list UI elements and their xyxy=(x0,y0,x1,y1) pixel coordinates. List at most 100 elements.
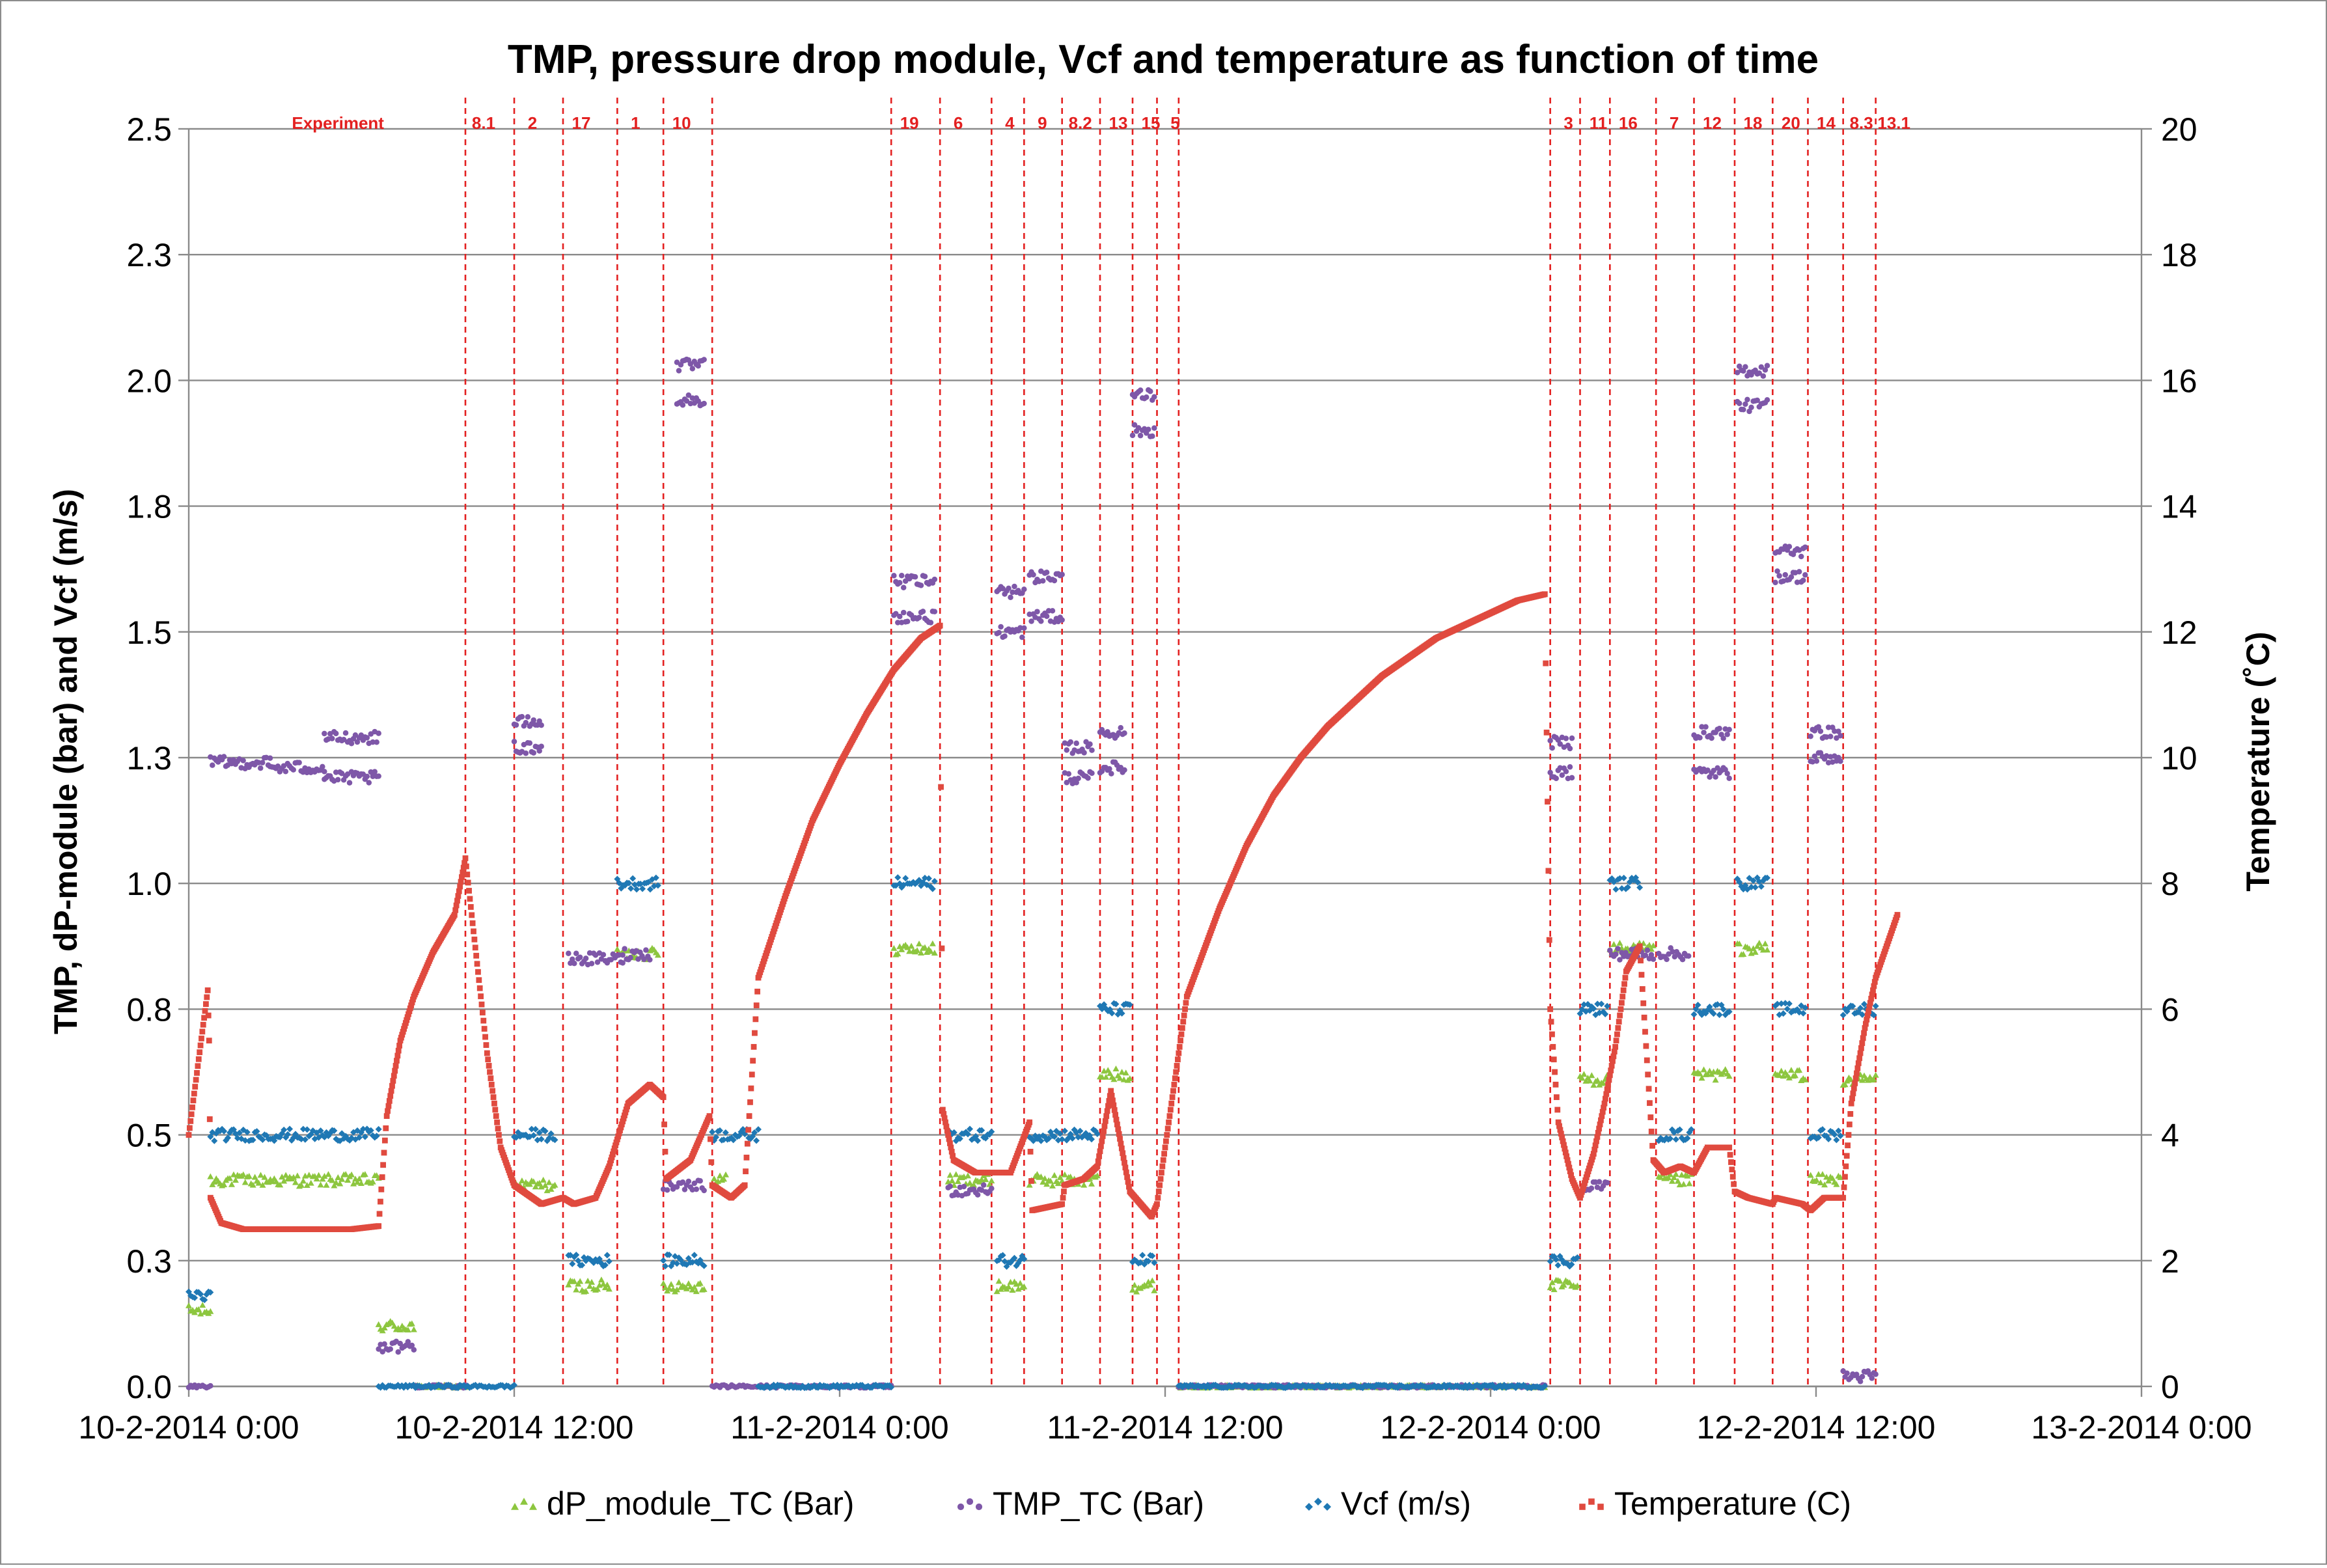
vcf-point xyxy=(1872,1002,1879,1010)
chart-title: TMP, pressure drop module, Vcf and tempe… xyxy=(508,37,1819,82)
dp-point xyxy=(1712,1077,1719,1083)
dp-point xyxy=(1761,940,1769,946)
temp-point xyxy=(1841,1184,1847,1190)
tmp-point xyxy=(1006,585,1012,592)
dp-point xyxy=(1859,1077,1866,1083)
tmp-point xyxy=(1118,724,1123,731)
vcf-point xyxy=(633,886,640,893)
tmp-point xyxy=(676,368,682,374)
dp-point xyxy=(1094,1172,1101,1179)
dp-point xyxy=(317,1181,324,1188)
tmp-point xyxy=(240,758,246,763)
vcf-point xyxy=(1672,1136,1679,1143)
tmp-point xyxy=(1724,771,1730,777)
tmp-point xyxy=(643,947,649,953)
temp-point xyxy=(937,622,943,629)
dp-point xyxy=(1041,1175,1049,1181)
temp-point xyxy=(617,1127,623,1134)
series-vcf xyxy=(186,874,1879,1392)
dp-point xyxy=(675,1279,682,1286)
dp-point xyxy=(668,1281,675,1287)
experiment-marker-label: 9 xyxy=(1038,113,1047,133)
vcf-point xyxy=(1590,1005,1597,1012)
y-left-tick-label: 0.5 xyxy=(126,1118,172,1154)
temp-point xyxy=(1159,1170,1164,1176)
temp-point xyxy=(385,1103,392,1109)
dp-point xyxy=(1120,1076,1127,1082)
dp-point xyxy=(1017,1280,1024,1286)
vcf-point xyxy=(691,1252,698,1259)
temp-point xyxy=(381,1137,388,1144)
temp-point xyxy=(379,1174,385,1180)
temp-point xyxy=(1566,1164,1573,1171)
vcf-point xyxy=(720,1136,727,1144)
dp-point xyxy=(954,1177,961,1184)
temp-point xyxy=(1560,1138,1566,1144)
tmp-point xyxy=(1021,586,1027,592)
temp-point xyxy=(1871,979,1878,985)
dp-point xyxy=(1670,1174,1677,1181)
temp-point xyxy=(378,1186,385,1192)
experiment-marker-label: 6 xyxy=(954,113,963,133)
dp-point xyxy=(1796,1067,1803,1073)
temp-point xyxy=(1866,1008,1871,1015)
vcf-point xyxy=(1819,1126,1826,1133)
dp-point xyxy=(277,1181,284,1188)
tmp-point xyxy=(1553,775,1560,782)
temp-point xyxy=(1549,1031,1555,1038)
vcf-point xyxy=(1149,1252,1156,1259)
vcf-point xyxy=(1077,1127,1084,1135)
vcf-point xyxy=(639,885,646,892)
tmp-point xyxy=(893,611,899,617)
temp-point xyxy=(1871,983,1877,989)
tmp-point xyxy=(1772,579,1778,586)
tmp-point xyxy=(989,1185,995,1192)
temp-point xyxy=(397,1038,404,1044)
dp-point xyxy=(1009,1287,1016,1293)
temp-point xyxy=(1582,1177,1589,1183)
dp-point xyxy=(1722,1066,1729,1073)
series-layer xyxy=(186,356,1901,1392)
temp-point xyxy=(743,1154,750,1161)
tmp-point xyxy=(1800,577,1806,583)
temp-point xyxy=(1589,1157,1595,1162)
temp-point xyxy=(1599,1108,1606,1115)
temp-point xyxy=(1061,1189,1067,1194)
dp-point xyxy=(691,1284,698,1290)
dp-point xyxy=(1657,1174,1664,1180)
temp-point xyxy=(1120,1155,1127,1161)
temp-point xyxy=(487,1069,493,1075)
tmp-point xyxy=(1151,425,1157,431)
temp-point xyxy=(1639,986,1645,992)
tmp-point xyxy=(1709,735,1714,741)
vcf-point xyxy=(1323,1503,1331,1511)
dp-point xyxy=(1696,1070,1703,1077)
temp-point xyxy=(462,855,469,861)
temp-point xyxy=(466,888,472,894)
temp-point xyxy=(1180,1019,1187,1025)
legend-item-vcf: Vcf (m/s) xyxy=(1305,1485,1471,1522)
tmp-point xyxy=(897,613,903,620)
vcf-point xyxy=(375,1125,382,1133)
temp-point xyxy=(1126,1183,1132,1190)
temp-point xyxy=(406,1008,413,1015)
temp-point xyxy=(1870,987,1876,993)
temp-point xyxy=(1546,937,1552,943)
temp-point xyxy=(1857,1050,1864,1056)
dp-point xyxy=(995,1278,1002,1284)
temp-point xyxy=(609,1151,616,1157)
temp-point xyxy=(1845,1142,1851,1149)
vcf-point xyxy=(1752,884,1759,891)
dp-point xyxy=(241,1179,249,1185)
temp-point xyxy=(1618,1000,1625,1006)
temp-point xyxy=(465,879,471,886)
tmp-point xyxy=(1748,404,1754,411)
vcf-point xyxy=(249,1136,256,1144)
temp-point xyxy=(1866,1004,1873,1010)
vcf-point xyxy=(1861,1000,1868,1008)
dp-point xyxy=(331,1182,338,1189)
temp-point xyxy=(469,912,475,918)
dp-point xyxy=(186,1302,192,1308)
dp-point xyxy=(1147,1281,1154,1287)
dp-point xyxy=(931,950,938,956)
